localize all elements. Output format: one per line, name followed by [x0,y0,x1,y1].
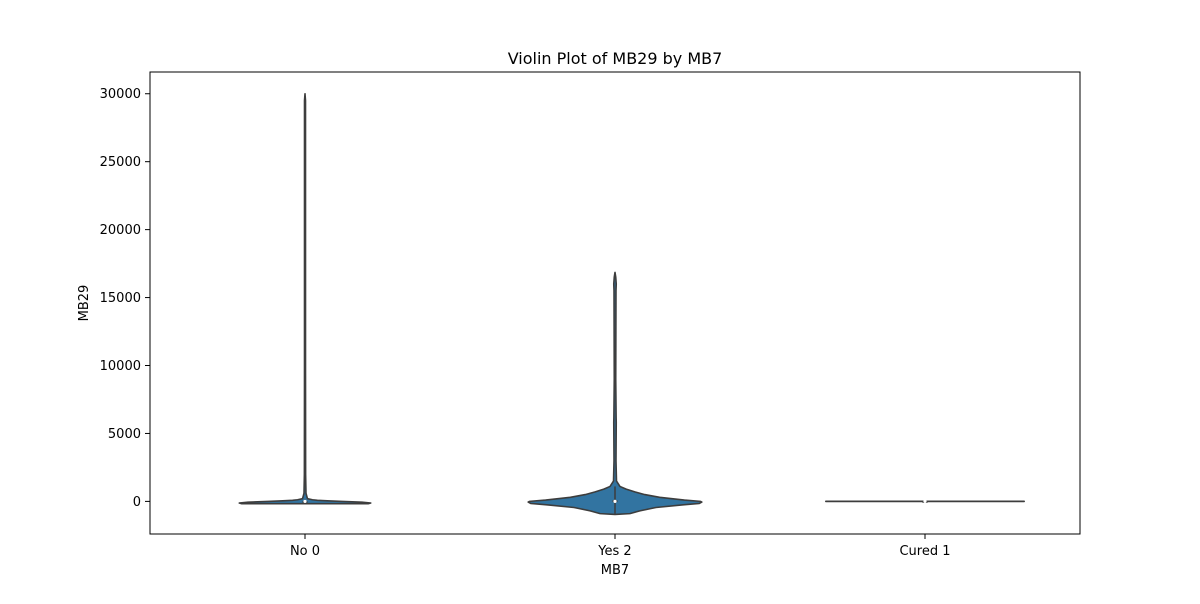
y-tick-label: 10000 [100,359,141,374]
y-tick-label: 5000 [108,427,141,442]
violin-body [239,94,370,504]
violin-no-0 [239,94,370,504]
violin-median [303,500,306,503]
violin-cured-1 [826,500,1024,503]
x-tick-label: No 0 [290,544,320,559]
y-tick-label: 0 [133,495,141,510]
y-tick-label: 25000 [100,155,141,170]
x-tick-label: Cured 1 [899,544,950,559]
violin-body [528,272,702,514]
violin-median [613,500,616,503]
violins-layer [239,94,1024,515]
y-tick-label: 15000 [100,291,141,306]
violin-median [923,500,926,503]
y-tick-label: 30000 [100,87,141,102]
violin-yes-2 [528,272,702,514]
ticks-layer: 0 5000 10000 15000 20000 25000 30000 No 0 Yes 2 C… [100,87,951,559]
x-axis-label: MB7 [601,563,629,578]
chart-title: Violin Plot of MB29 by MB7 [508,49,723,68]
y-axis-label: MB29 [77,285,92,322]
y-tick-label: 20000 [100,223,141,238]
x-tick-label: Yes 2 [597,544,631,559]
